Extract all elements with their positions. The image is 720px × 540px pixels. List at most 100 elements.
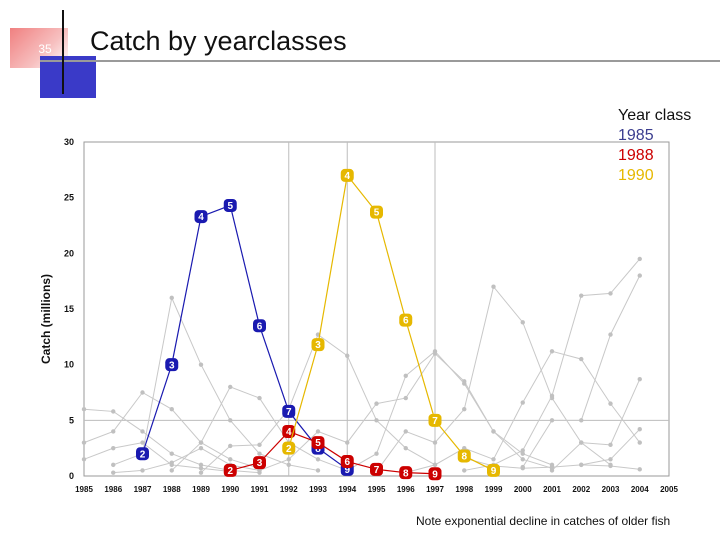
background-series-line (347, 350, 553, 471)
background-series-point (228, 457, 233, 462)
background-series-point (169, 460, 174, 465)
background-series-point (520, 457, 525, 462)
series-1985-point: 4 (194, 210, 208, 223)
background-series-point (169, 407, 174, 412)
background-series-point (637, 273, 642, 278)
background-series-point (111, 445, 116, 451)
x-tick-label: 2002 (572, 485, 590, 494)
series-1988-point: 9 (428, 467, 442, 480)
background-series-point (520, 320, 525, 325)
background-series-point (140, 390, 145, 395)
series-1990-point: 2 (282, 441, 296, 455)
background-series-point (257, 395, 262, 401)
background-series-point (198, 466, 204, 471)
background-series-point (198, 445, 204, 451)
x-tick-label: 1995 (368, 485, 386, 494)
background-series-point (111, 409, 116, 414)
background-series-point (286, 462, 291, 468)
background-series-line (551, 378, 641, 471)
background-series-point (345, 440, 350, 445)
x-tick-label: 1990 (221, 485, 239, 494)
background-series-point (374, 451, 379, 456)
background-series-point (637, 376, 642, 382)
svg-text:3: 3 (315, 340, 321, 351)
background-series-point (228, 384, 233, 390)
y-tick-label: 10 (64, 360, 74, 370)
svg-text:2: 2 (227, 466, 233, 477)
x-tick-label: 1986 (104, 485, 122, 494)
svg-text:7: 7 (432, 416, 438, 427)
background-series-point (81, 440, 87, 445)
series-1988-point: 6 (340, 455, 354, 468)
footnote: Note exponential decline in catches of o… (416, 514, 671, 528)
series-1988-point: 2 (223, 463, 237, 477)
background-series-point (140, 440, 145, 445)
background-series-point (608, 401, 613, 406)
background-series-point (520, 400, 525, 405)
svg-text:5: 5 (227, 201, 233, 212)
background-series-point (491, 284, 496, 289)
slide-number: 35 (38, 42, 52, 56)
x-tick-label: 2005 (660, 485, 678, 494)
background-series-point (608, 463, 613, 469)
y-tick-label: 5 (69, 415, 74, 425)
series-1990-point: 3 (311, 338, 325, 351)
series-1988-point: 3 (253, 456, 266, 469)
background-series-point (491, 429, 496, 434)
series-1990-point: 8 (457, 449, 471, 463)
background-series-point (81, 457, 87, 462)
title-divider (62, 10, 64, 94)
background-series-point (140, 429, 145, 434)
x-tick-label: 1998 (455, 485, 473, 494)
background-series-point (140, 468, 145, 473)
background-series-point (81, 407, 87, 412)
svg-text:4: 4 (286, 427, 292, 438)
background-series-point (520, 466, 525, 471)
x-tick-label: 1992 (280, 485, 298, 494)
background-series-point (608, 332, 613, 337)
background-series-point (491, 457, 496, 462)
legend-item-1988: 1988 (618, 147, 654, 164)
background-series-point (462, 445, 467, 451)
background-series-point (462, 468, 467, 473)
svg-text:2: 2 (286, 444, 292, 455)
series-1985-point: 2 (136, 447, 149, 460)
background-series-point (403, 429, 408, 434)
svg-text:4: 4 (198, 212, 204, 223)
series-1985-point: 7 (282, 404, 296, 418)
background-series-point (169, 451, 174, 456)
series-1988-point: 8 (399, 466, 413, 479)
background-series-point (608, 457, 613, 462)
svg-text:7: 7 (286, 407, 292, 418)
background-series-point (432, 462, 438, 468)
background-series-point (549, 349, 555, 354)
background-series-point (520, 448, 525, 453)
svg-text:8: 8 (461, 452, 467, 463)
svg-text:5: 5 (374, 208, 380, 219)
background-series-point (257, 442, 262, 448)
background-series-point (198, 470, 204, 475)
svg-text:9: 9 (344, 465, 350, 476)
svg-text:4: 4 (344, 171, 350, 182)
slide-title: Catch by yearclasses (90, 26, 347, 56)
background-series-point (228, 418, 233, 423)
background-series-point (579, 356, 584, 362)
y-axis-label: Catch (millions) (39, 274, 53, 364)
x-tick-label: 1996 (397, 485, 415, 494)
background-series-point (111, 470, 116, 475)
background-series-point (169, 295, 174, 301)
background-series-point (637, 440, 642, 445)
y-tick-label: 0 (69, 471, 74, 481)
y-tick-label: 20 (64, 248, 74, 258)
svg-text:9: 9 (432, 469, 438, 480)
legend-item-1985: 1985 (618, 127, 654, 144)
background-series-point (432, 440, 438, 445)
background-series-point (315, 429, 321, 434)
background-series-point (345, 353, 350, 358)
series-1985-point: 6 (253, 319, 266, 332)
title-accent-bar (40, 56, 96, 98)
x-tick-label: 2003 (602, 485, 620, 494)
series-1990-point: 9 (487, 463, 500, 477)
x-tick-label: 2000 (514, 485, 532, 494)
background-series-point (432, 349, 438, 354)
